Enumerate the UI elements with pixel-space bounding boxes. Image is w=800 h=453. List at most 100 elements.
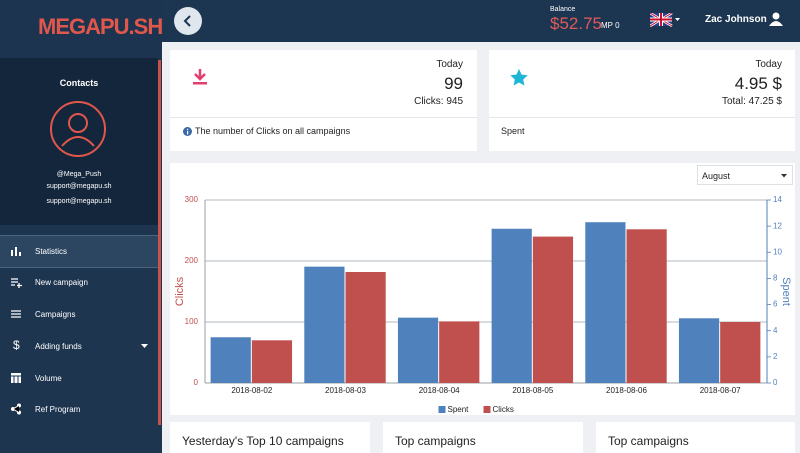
menu-adding-funds[interactable]: $ Adding funds [0,331,158,362]
contact-email[interactable]: support@megapu.sh [46,198,112,205]
legend-swatch [438,406,446,413]
icon: $ [13,340,20,352]
bar [720,322,761,383]
scroll-indicator [158,60,161,425]
divider [170,117,477,118]
total: Total: 47.25 $ [721,96,782,107]
legend-label: Clicks [493,405,514,414]
bar [251,340,293,383]
menu-volume[interactable]: Volume [0,363,158,394]
card-note: The number of Clicks on all campaigns [195,126,351,136]
sidebar: MEGAPU.SH Contacts @Mega_Push support@me… [0,0,163,453]
y2-axis-title: Spent [780,277,792,306]
mp-value: MP 0 [601,21,620,30]
panel-title: Top campaigns [395,434,476,448]
legend-swatch [483,406,491,413]
x-tick-label: 2018-08-03 [325,386,366,395]
language-flag[interactable] [650,13,680,27]
svg-text:$: $ [13,340,20,352]
caret [781,174,787,178]
menu-label: New campaign [35,278,88,287]
bar [304,266,345,383]
spent-card: Today 4.95 $ Total: 47.25 $ Spent [489,50,795,151]
x-tick-label: 2018-08-02 [231,386,272,395]
icon [11,310,21,318]
today-value: 4.95 $ [734,74,782,93]
menu-label: Campaigns [35,310,76,319]
y2-tick-label: 6 [773,300,778,309]
chevron [141,344,148,348]
avatar-icon [50,101,106,157]
contacts-panel: Contacts @Mega_Push support@megapu.sh su… [0,58,158,225]
menu-statistics[interactable]: Statistics [0,235,158,268]
icon [11,373,21,383]
x-tick-label: 2018-08-04 [419,386,460,395]
menu-new-campaign[interactable]: New campaign [0,267,158,298]
menu-ref-program[interactable]: Ref Program [0,394,158,425]
balance-label: Balance [550,6,576,13]
y2-tick-label: 8 [773,274,778,283]
x-tick-label: 2018-08-07 [700,386,741,395]
bar [678,318,720,383]
card-note: Spent [501,126,525,136]
menu-campaigns[interactable]: Campaigns [0,299,158,330]
chart: 0 100 200 300 0 2 4 6 8 10 12 14 Clicks Spent 2018-08-… [174,195,792,414]
contacts-title: Contacts [59,78,99,88]
total: Clicks: 945 [414,96,463,107]
divider [489,117,795,118]
back-button[interactable] [173,6,203,36]
y2-tick-label: 10 [773,247,782,256]
y-tick-label: 300 [185,195,199,204]
contact-telegram[interactable]: @Mega_Push [56,171,102,178]
legend-label: Spent [448,405,470,414]
menu-label: Statistics [35,247,68,256]
menu-label: Ref Program [35,405,81,414]
month-value: August [702,171,731,181]
user-icon[interactable] [769,12,783,26]
top-panel: Top campaigns [383,422,583,453]
topbar: Balance $52.75 MP 0 Zac Johnson [162,0,800,42]
y2-tick-label: 12 [773,221,782,230]
balance-value: $52.75 [550,14,602,33]
y2-tick-label: 14 [773,195,782,204]
bar [345,271,386,383]
panel-title: Yesterday's Top 10 campaigns [182,434,344,448]
bar [491,228,532,383]
y-tick-label: 100 [185,317,199,326]
x-tick-label: 2018-08-05 [512,386,553,395]
icon [11,278,22,288]
icon [11,403,21,415]
y-axis-title: Clicks [174,276,186,306]
y2-tick-label: 0 [773,378,778,387]
y-tick-label: 0 [194,378,199,387]
panel-title: Top campaigns [608,434,689,448]
contact-skype[interactable]: support@megapu.sh [46,183,112,190]
menu-label: Volume [35,374,62,383]
period: Today [755,59,782,70]
chart-card: August 0 100 200 300 0 2 4 6 8 10 12 14 Clicks Spent 2… [170,163,795,415]
bar [532,236,574,383]
bar [439,321,480,383]
menu-label: Adding funds [35,342,82,351]
bar [397,317,439,383]
month-select[interactable]: August [697,165,793,185]
logo-area: MEGAPU.SH [0,0,163,58]
bar [626,229,667,383]
top-panel: Top campaigns [596,422,795,453]
y-tick-label: 200 [185,256,199,265]
info-icon [183,127,192,136]
y2-tick-label: 4 [773,326,778,335]
bar [210,337,251,383]
clicks-card: Today 99 Clicks: 945 The number of Click… [170,50,477,151]
today-value: 99 [444,74,463,93]
icon [11,247,21,256]
download-icon [193,69,207,85]
period: Today [436,59,463,70]
user-name[interactable]: Zac Johnson [705,14,767,25]
star-icon [510,69,528,86]
logo[interactable]: MEGAPU.SH [38,14,163,39]
bar [585,222,626,383]
y2-tick-label: 2 [773,352,778,361]
x-tick-label: 2018-08-06 [606,386,647,395]
